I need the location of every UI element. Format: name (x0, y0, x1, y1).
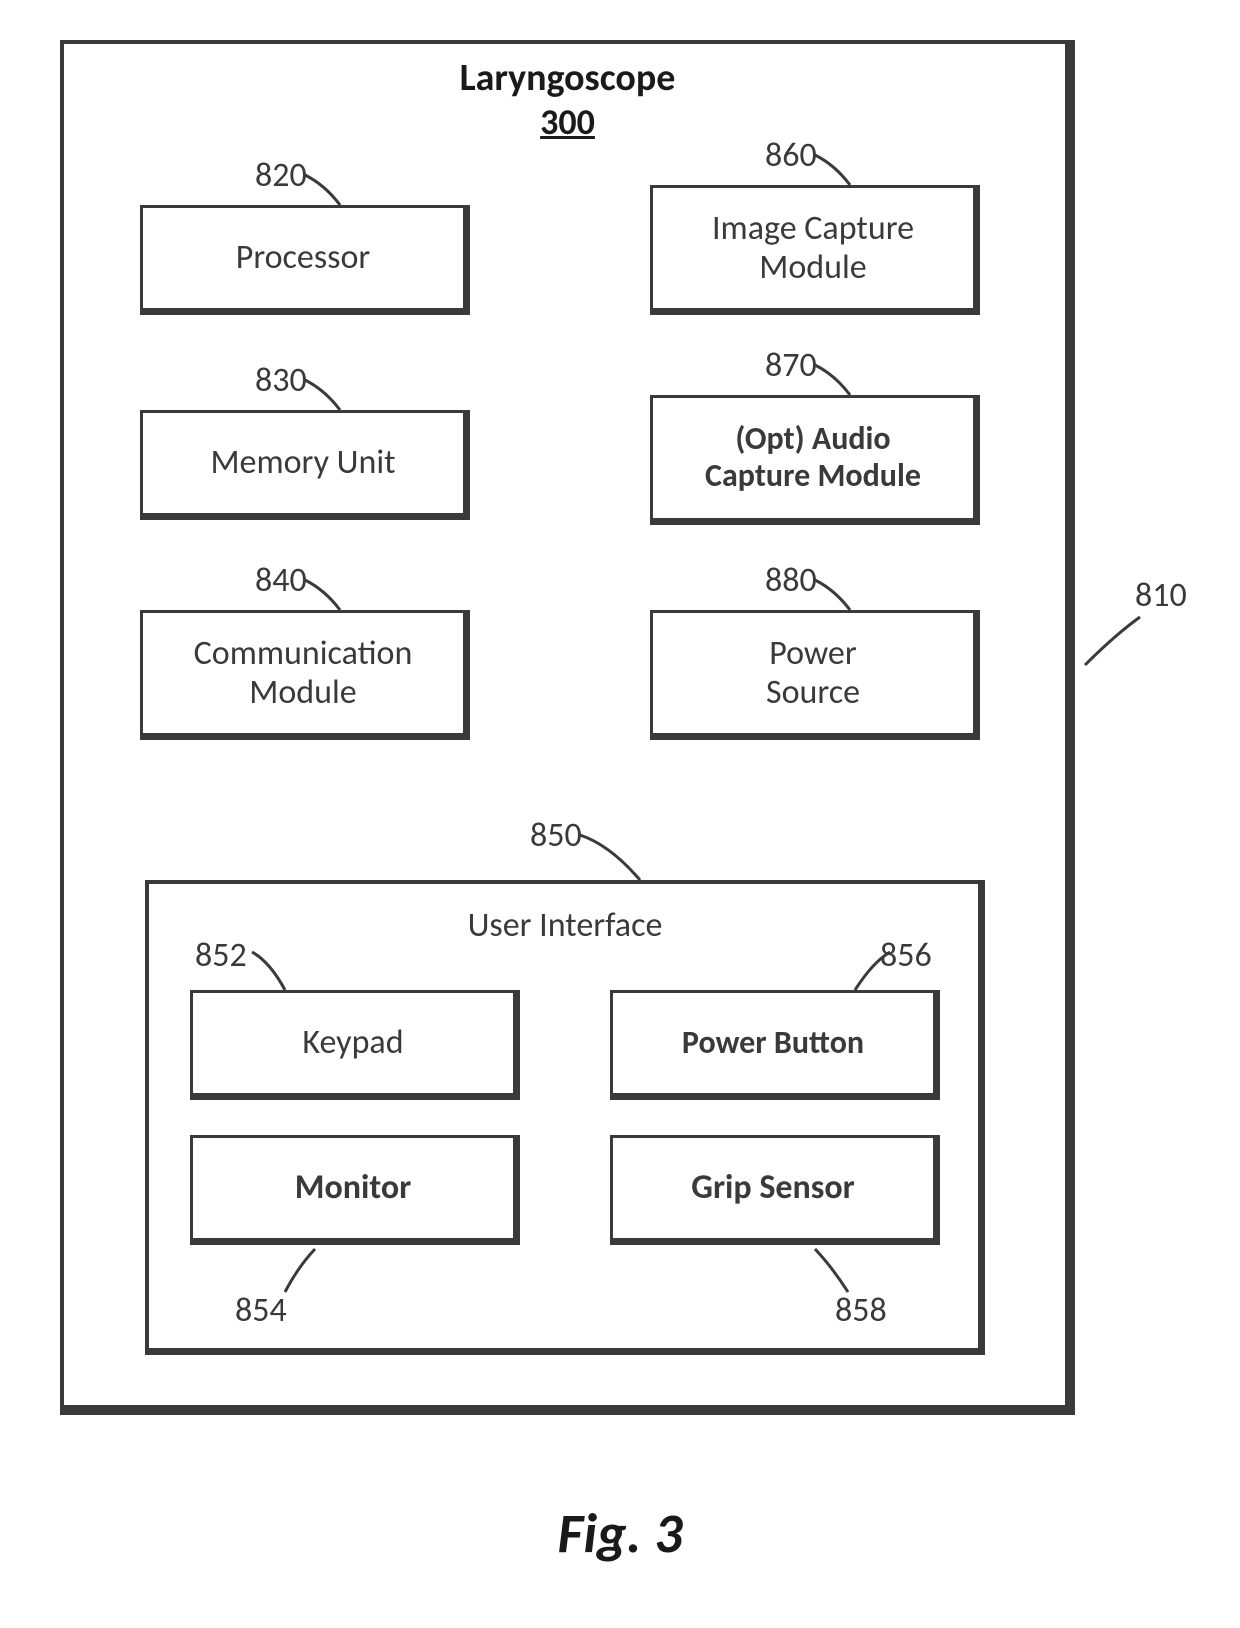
monitor-box: Monitor (190, 1135, 520, 1245)
processor-label: Processor (236, 238, 370, 277)
audio-label: (Opt) Audio Capture Module (705, 421, 921, 495)
imgcap-box: Image Capture Module (650, 185, 980, 315)
title-sub: 300 (540, 100, 595, 144)
monitor-label: Monitor (295, 1168, 411, 1207)
powerbtn-leader (845, 950, 895, 995)
imgcap-leader (810, 150, 870, 190)
comm-ref: 840 (255, 560, 307, 601)
powerbtn-box: Power Button (610, 990, 940, 1100)
processor-box: Processor (140, 205, 470, 315)
imgcap-label: Image Capture Module (712, 209, 914, 287)
imgcap-ref: 860 (765, 135, 817, 176)
monitor-leader (280, 1247, 330, 1297)
power-label: Power Source (766, 634, 860, 712)
keypad-leader (250, 950, 300, 995)
keypad-label: Keypad (302, 1023, 403, 1062)
diagram-title-sub: 300 (60, 100, 1075, 144)
ui-ref: 850 (530, 815, 582, 856)
processor-ref: 820 (255, 155, 307, 196)
processor-leader (300, 170, 360, 210)
grip-label: Grip Sensor (691, 1168, 854, 1207)
figure-caption-text: Fig. 3 (557, 1500, 682, 1568)
comm-box: Communication Module (140, 610, 470, 740)
power-box: Power Source (650, 610, 980, 740)
diagram-title: Laryngoscope (60, 55, 1075, 101)
audio-ref: 870 (765, 345, 817, 386)
keypad-box: Keypad (190, 990, 520, 1100)
ui-leader (575, 830, 655, 885)
power-ref: 880 (765, 560, 817, 601)
audio-leader (810, 360, 870, 400)
grip-box: Grip Sensor (610, 1135, 940, 1245)
memory-ref: 830 (255, 360, 307, 401)
outer-ref: 810 (1135, 575, 1187, 616)
comm-leader (300, 575, 360, 615)
memory-box: Memory Unit (140, 410, 470, 520)
memory-label: Memory Unit (210, 443, 395, 482)
comm-label: Communication Module (194, 634, 413, 712)
audio-box: (Opt) Audio Capture Module (650, 395, 980, 525)
power-leader (810, 575, 870, 615)
title-text: Laryngoscope (460, 55, 676, 101)
grip-leader (810, 1247, 860, 1297)
outer-leader (1080, 615, 1150, 675)
ui-title: User Interface (145, 905, 985, 946)
memory-leader (300, 375, 360, 415)
figure-caption: Fig. 3 (0, 1500, 1240, 1568)
diagram: Laryngoscope 300 Processor 820 Memory Un… (0, 0, 1240, 1628)
ui-title-text: User Interface (468, 905, 663, 946)
monitor-ref: 854 (235, 1290, 287, 1331)
powerbtn-label: Power Button (682, 1025, 864, 1062)
keypad-ref: 852 (195, 935, 247, 976)
